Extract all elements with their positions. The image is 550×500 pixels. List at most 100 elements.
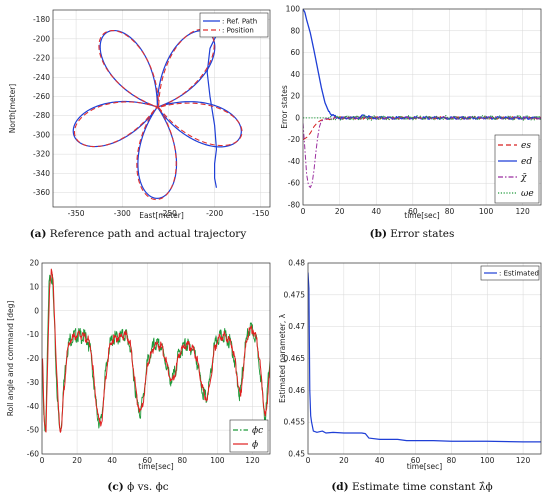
y-tick-label: -340: [33, 169, 50, 178]
series-estimated: [308, 272, 541, 443]
x-tick-label: 20: [339, 456, 349, 465]
panel-time-constant: 0 20 40 60 80 100 120 0.45 0.455 0.46 0.465 0.47 0.4…: [278, 259, 542, 471]
legend-box: [494, 134, 540, 204]
y-tick-label: -300: [33, 130, 50, 139]
series-omega_e: [303, 115, 541, 121]
x-tick-label: 120: [245, 456, 260, 465]
legend-box: [199, 12, 269, 38]
plot-frame: [52, 9, 271, 208]
x-tick-label: 120: [516, 456, 531, 465]
y-tick-label: -20: [288, 135, 300, 144]
x-axis-label: time[sec]: [404, 211, 440, 220]
x-tick-label: 80: [447, 456, 457, 465]
legend-label: : Ref. Path: [222, 18, 257, 26]
caption-b: (b) Error states: [370, 228, 455, 240]
x-axis-label: time[sec]: [138, 462, 174, 471]
y-tick-label: -40: [288, 157, 300, 166]
y-tick-label: -50: [27, 426, 39, 435]
x-tick-label: -200: [206, 209, 223, 218]
y-tick-label: 0.46: [288, 386, 305, 395]
panel-reference-path: -350 -300 -250 -200 -150 -360 -340 -320 -300 -280…: [8, 9, 271, 220]
x-tick-label: 60: [142, 456, 152, 465]
y-tick-label: -360: [33, 188, 50, 197]
y-tick-label: 20: [290, 92, 300, 101]
y-tick-label: -280: [33, 111, 50, 120]
legend-label: ωe: [521, 189, 534, 199]
series-phi: [42, 268, 270, 433]
y-tick-label: -220: [33, 54, 50, 63]
x-tick-label: 100: [480, 456, 495, 465]
legend-label: ϕ: [252, 440, 258, 450]
legend-label: ed: [521, 157, 532, 167]
y-tick-label: -40: [27, 402, 39, 411]
plot-frame: [41, 262, 271, 455]
x-tick-label: 0: [306, 456, 311, 465]
x-axis-label: East[meter]: [139, 211, 184, 220]
caption-c: (c) ϕ vs. ϕc: [107, 481, 168, 493]
plot-frame: [307, 262, 542, 455]
y-tick-label: 0: [34, 306, 39, 315]
legend-label: χ̃: [520, 172, 527, 183]
y-tick-label: -80: [288, 201, 300, 210]
x-tick-label: 40: [375, 456, 385, 465]
y-tick-label: 60: [290, 48, 300, 57]
legend-box: [229, 419, 269, 453]
x-tick-label: 60: [408, 207, 418, 216]
y-tick-label: 0.475: [284, 290, 306, 299]
plot-lines: [303, 9, 541, 189]
y-tick-label: 80: [290, 26, 300, 35]
x-tick-label: 40: [107, 456, 117, 465]
caption-d: (d) Estimate time constant λ̂ϕ: [331, 481, 492, 493]
panel-roll-angle: 0 20 40 60 80 100 120 -60 -50 -40 -30 -20 -10 0 10 20 ti…: [6, 259, 271, 471]
y-tick-label: -20: [27, 354, 39, 363]
series-phi-c: [42, 274, 270, 432]
y-axis-label: Estimated parameter, λ: [278, 313, 287, 403]
y-tick-label: -200: [33, 34, 50, 43]
y-tick-label: 0.455: [284, 418, 306, 427]
x-tick-label: 80: [178, 456, 188, 465]
panel-error-states: 0 20 40 60 80 100 120 -80 -60 -40 -20 0 20 40 60 80 100 t…: [280, 5, 542, 220]
x-tick-label: 20: [335, 207, 345, 216]
y-tick-label: 0.48: [288, 259, 305, 268]
y-tick-label: 0.47: [288, 322, 305, 331]
y-tick-label: -240: [33, 73, 50, 82]
x-tick-label: 60: [411, 456, 421, 465]
caption-a: (a) Reference path and actual trajectory: [30, 228, 247, 240]
plot-lines: [42, 268, 270, 433]
y-tick-label: -180: [33, 15, 50, 24]
x-tick-label: 20: [72, 456, 82, 465]
x-tick-label: 0: [301, 207, 306, 216]
x-tick-label: -250: [160, 209, 177, 218]
x-tick-label: 0: [40, 456, 45, 465]
series-ref-path: [72, 29, 242, 199]
x-axis-label: time[sec]: [407, 462, 443, 471]
legend-label: es: [521, 141, 531, 151]
plot-lines: [308, 272, 541, 443]
y-tick-label: 40: [290, 70, 300, 79]
y-tick-label: -30: [27, 378, 39, 387]
legend-label: ϕc: [252, 426, 263, 436]
y-tick-label: 0: [295, 113, 300, 122]
x-tick-label: 80: [445, 207, 455, 216]
y-tick-label: -60: [288, 179, 300, 188]
series-position: [73, 28, 243, 201]
y-tick-label: -260: [33, 92, 50, 101]
x-tick-label: -350: [68, 209, 85, 218]
y-axis-label: North[meter]: [8, 84, 17, 133]
legend-label: : Position: [222, 27, 254, 35]
x-tick-label: 100: [479, 207, 494, 216]
y-tick-label: 10: [29, 282, 39, 291]
y-axis-label: Error states: [280, 85, 289, 129]
ref-path-entry: [206, 28, 220, 188]
x-tick-label: -150: [252, 209, 269, 218]
x-tick-label: 100: [210, 456, 225, 465]
x-tick-label: -300: [114, 209, 131, 218]
plot-area: [53, 10, 270, 207]
y-tick-label: -60: [27, 450, 39, 459]
legend-label: : Estimated: [499, 270, 539, 278]
y-axis-label: Roll angle and command [deg]: [6, 301, 15, 417]
x-tick-label: 120: [516, 207, 531, 216]
legend-box: [480, 265, 540, 281]
x-tick-label: 40: [371, 207, 381, 216]
